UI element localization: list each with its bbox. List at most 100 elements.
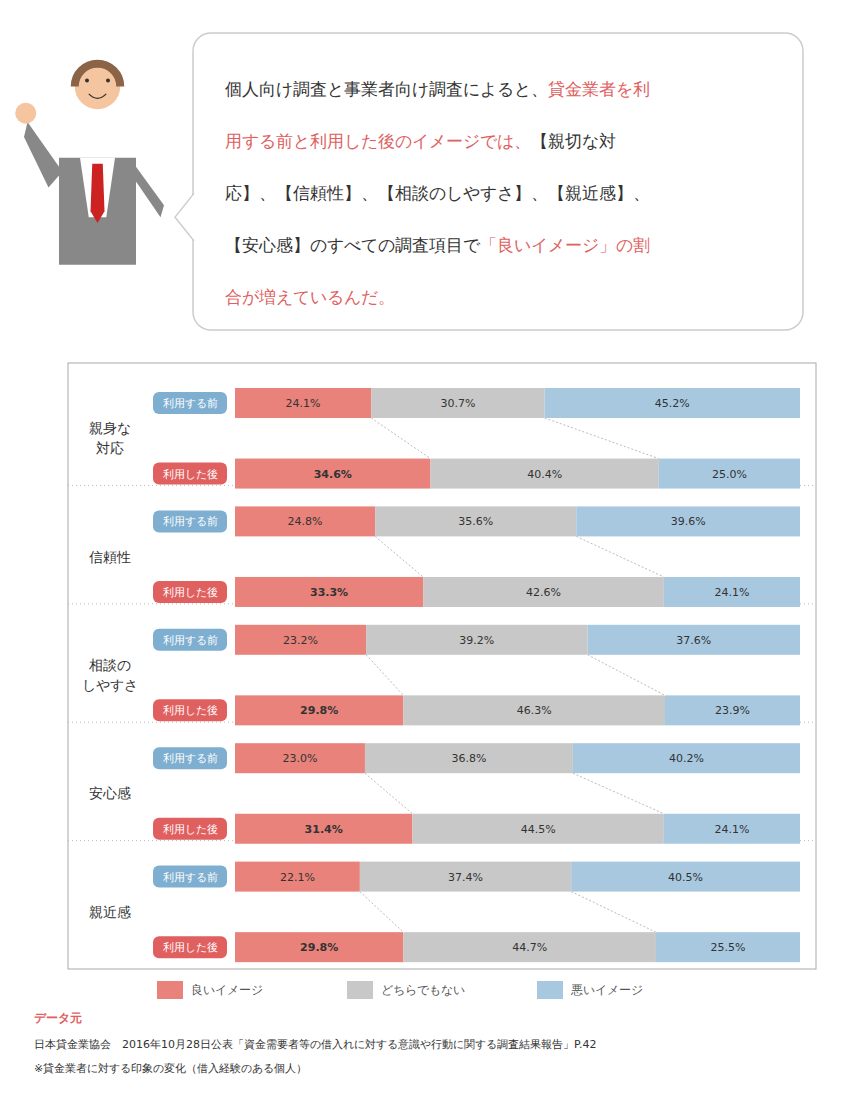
bar-segment — [430, 459, 658, 489]
bar-tag: 利用する前 — [153, 747, 227, 769]
bar-tag-label: 利用する前 — [163, 515, 218, 528]
bubble-text-line: 個人向け調査と事業者向け調査によると、貸金業者を利 — [225, 79, 650, 99]
boundary-connector — [365, 773, 412, 814]
boundary-connector — [588, 655, 665, 696]
bar-segment — [375, 506, 576, 536]
bar-tag-box — [153, 747, 227, 769]
bar-segment — [365, 743, 573, 773]
person-eye — [106, 79, 110, 83]
data-label: 35.6% — [458, 515, 493, 528]
group-label-line: しやすさ — [82, 677, 138, 693]
boundary-connector — [571, 892, 656, 933]
data-label: 40.4% — [527, 468, 562, 481]
bar-tag: 利用する前 — [153, 510, 227, 532]
bar-segment — [360, 862, 571, 892]
data-label: 23.2% — [283, 634, 318, 647]
bar-segment — [665, 695, 800, 725]
legend-label: 良いイメージ — [191, 983, 263, 997]
boundary-connector — [573, 773, 664, 814]
boundary-connector — [571, 892, 656, 933]
data-label: 44.5% — [521, 823, 556, 836]
bar-segment — [545, 388, 800, 418]
bar-tag-label: 利用した後 — [163, 823, 218, 836]
bar-tag: 利用する前 — [153, 392, 227, 414]
bar-segment — [235, 932, 403, 962]
source-text: 日本貸金業協会 2016年10月28日公表「資金需要者等の借入れに対する意識や行… — [34, 1038, 596, 1051]
data-label: 23.0% — [282, 752, 317, 765]
boundary-connector — [360, 892, 404, 933]
boundary-connector — [576, 536, 664, 577]
person-figure — [15, 64, 164, 265]
legend: 良いイメージ どちらでもない 悪いイメージ — [157, 981, 643, 999]
legend-label: 悪いイメージ — [570, 983, 643, 997]
bar-tag-box — [153, 866, 227, 888]
bar-tag-label: 利用した後 — [163, 704, 218, 717]
data-label: 25.5% — [710, 941, 745, 954]
bar-tag-box — [153, 629, 227, 651]
person-hand — [15, 103, 36, 124]
data-label: 46.3% — [517, 704, 552, 717]
bar-tag: 利用した後 — [153, 463, 227, 485]
bar-segment — [588, 625, 800, 655]
data-label: 40.2% — [669, 752, 704, 765]
bubble-text: 【安心感】のすべての調査項目で — [225, 235, 481, 255]
bar-tag-label: 利用した後 — [163, 586, 218, 599]
data-label: 37.6% — [676, 634, 711, 647]
boundary-connector — [545, 418, 659, 459]
person-eye — [85, 79, 89, 83]
bubble-text-line: 【安心感】のすべての調査項目で「良いイメージ」の割 — [225, 235, 650, 255]
bar-tag: 利用した後 — [153, 936, 227, 958]
boundary-connector — [365, 773, 412, 814]
person-tie — [91, 164, 105, 223]
data-label: 24.1% — [714, 586, 749, 599]
bar-tag-box — [153, 936, 227, 958]
boundary-connector — [371, 418, 430, 459]
boundary-connector — [375, 536, 423, 577]
legend-swatch — [537, 981, 563, 999]
boundary-connector — [573, 773, 664, 814]
speech-bubble: 個人向け調査と事業者向け調査によると、貸金業者を利用する前と利用した後のイメージ… — [175, 33, 803, 330]
data-label: 39.6% — [671, 515, 706, 528]
bar-segment — [664, 577, 800, 607]
data-label: 31.4% — [305, 823, 343, 836]
group-label: 親身な対応 — [89, 420, 131, 456]
data-label: 36.8% — [451, 752, 486, 765]
boundary-connector — [371, 418, 430, 459]
boundary-connector — [366, 655, 403, 696]
bubble-text: 用する前と利用した後のイメージでは、 — [225, 131, 531, 151]
boundary-connector — [588, 655, 665, 696]
bar-tag: 利用した後 — [153, 581, 227, 603]
boundary-connector — [375, 536, 423, 577]
group-label-line: 親身な — [89, 420, 131, 436]
bar-segment — [403, 932, 656, 962]
chart: 個人向け調査と事業者向け調査によると、貸金業者を利用する前と利用した後のイメージ… — [0, 0, 850, 1101]
bar-segment — [573, 743, 800, 773]
group-label: 安心感 — [89, 785, 131, 801]
legend-label: どちらでもない — [381, 983, 465, 997]
bar-tag: 利用する前 — [153, 629, 227, 651]
bar-segment — [235, 388, 371, 418]
person-arm — [24, 122, 59, 187]
bar-segment — [412, 814, 663, 844]
legend-swatch — [157, 981, 183, 999]
bar-tag-box — [153, 581, 227, 603]
bar-segment — [656, 932, 800, 962]
bar-segment — [235, 814, 412, 844]
data-label: 30.7% — [440, 397, 475, 410]
bar-tag-box — [153, 818, 227, 840]
data-label: 29.8% — [300, 941, 338, 954]
source-title: データ元 — [34, 1011, 82, 1025]
data-label: 24.8% — [288, 515, 323, 528]
bubble-tail — [175, 193, 194, 241]
group-label-line: 相談の — [89, 657, 131, 673]
group-label-line: 信頼性 — [89, 549, 131, 565]
data-label: 44.7% — [512, 941, 547, 954]
bar-tag: 利用した後 — [153, 818, 227, 840]
group-label: 相談のしやすさ — [82, 657, 138, 693]
group-label-line: 対応 — [96, 440, 124, 456]
boundary-connector — [545, 418, 659, 459]
bar-segment — [235, 625, 366, 655]
bar-segment — [235, 695, 403, 725]
bar-tag-box — [153, 510, 227, 532]
bubble-text-line: 応】、【信頼性】、【相談のしやすさ】、【親近感】、 — [225, 183, 650, 203]
